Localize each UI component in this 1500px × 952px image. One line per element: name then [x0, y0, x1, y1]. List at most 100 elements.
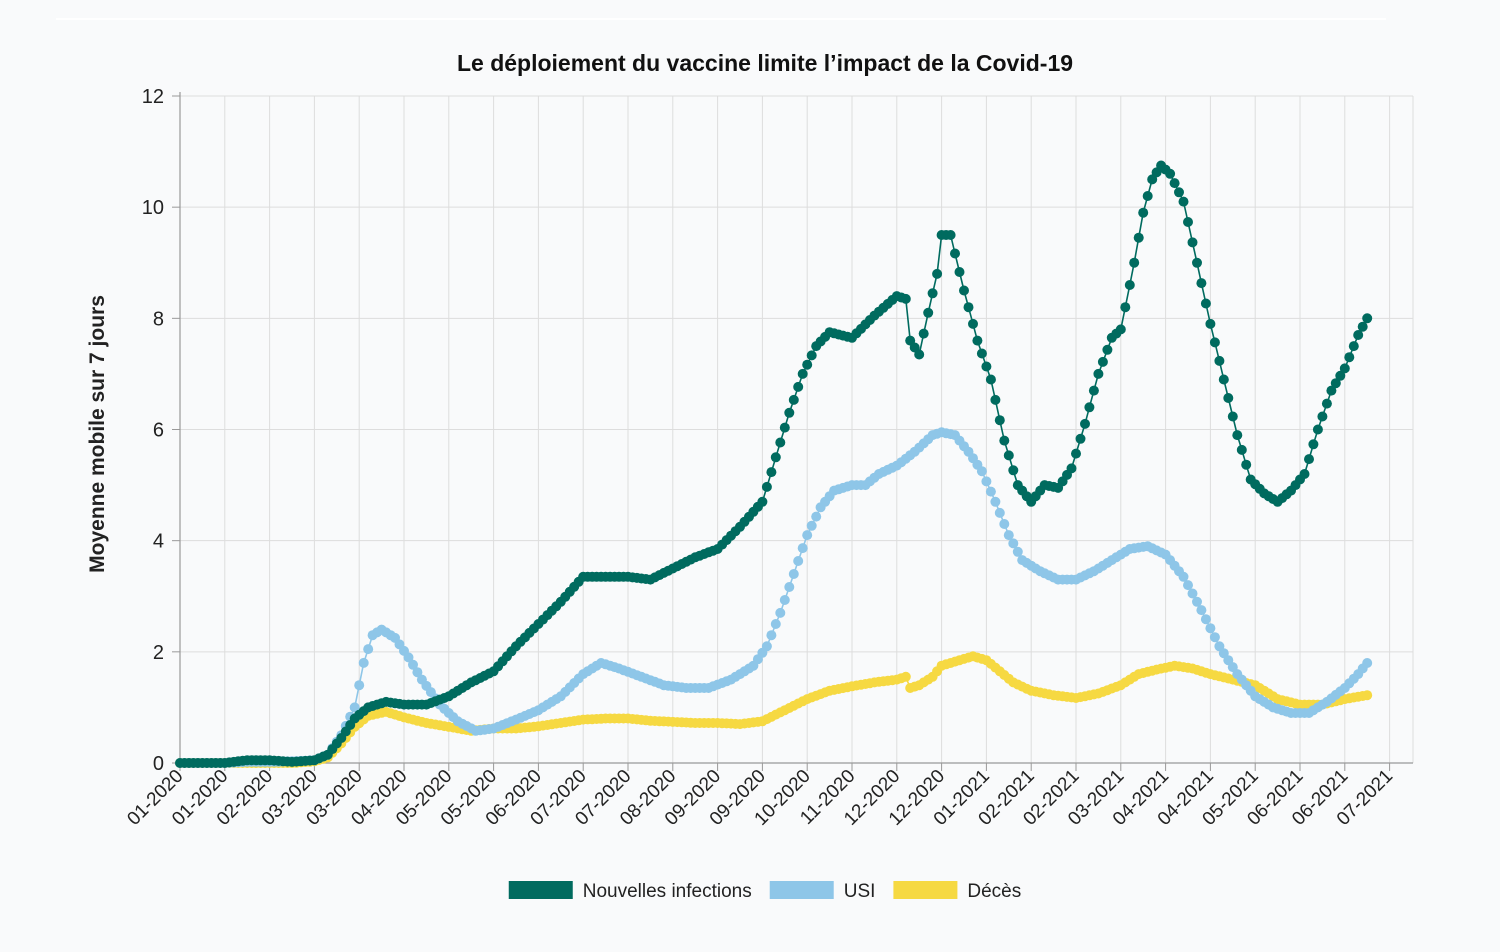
data-point	[1330, 378, 1341, 389]
data-point	[793, 381, 804, 392]
data-point	[985, 486, 996, 497]
data-point	[1097, 356, 1108, 367]
data-point	[1008, 538, 1019, 549]
data-point	[788, 569, 799, 579]
data-point	[779, 422, 790, 433]
data-point	[797, 368, 808, 379]
data-point	[1165, 168, 1176, 179]
data-point	[1317, 411, 1328, 422]
legend-item-deces[interactable]: Décès	[893, 881, 1021, 902]
data-point	[349, 702, 360, 713]
data-point	[994, 507, 1005, 518]
data-point	[1312, 424, 1323, 435]
legend-item-usi[interactable]: USI	[769, 881, 876, 902]
data-point	[1003, 450, 1014, 461]
top-divider	[56, 18, 1386, 20]
data-point	[1093, 368, 1104, 379]
legend-item-nouvelles-infections[interactable]: Nouvelles infections	[508, 881, 752, 902]
data-point	[1178, 196, 1189, 207]
data-point	[914, 349, 925, 360]
data-point	[1227, 411, 1238, 422]
data-point	[793, 556, 804, 566]
data-point	[1214, 355, 1225, 366]
data-point	[1308, 439, 1319, 450]
data-point	[1071, 448, 1081, 459]
data-point	[1218, 374, 1229, 385]
data-point	[1138, 207, 1149, 218]
grid	[179, 95, 1414, 764]
y-tick-label: 6	[153, 420, 164, 442]
data-point	[806, 520, 817, 531]
data-point	[954, 267, 965, 277]
data-point	[1223, 393, 1234, 403]
data-point	[1196, 605, 1207, 616]
data-point	[1003, 530, 1014, 541]
data-point	[761, 481, 772, 492]
data-point	[1066, 463, 1077, 474]
data-point	[1209, 337, 1220, 348]
y-tick-label: 0	[153, 753, 164, 775]
data-point	[932, 268, 943, 279]
data-point	[994, 415, 1005, 426]
y-tick-label: 12	[142, 86, 164, 108]
data-point	[1187, 237, 1198, 248]
data-point	[1102, 344, 1113, 355]
data-point	[775, 437, 786, 448]
data-point	[1088, 385, 1099, 396]
data-point	[1339, 363, 1350, 374]
data-point	[981, 361, 992, 372]
data-point	[1357, 321, 1368, 332]
data-point	[981, 476, 992, 487]
data-point	[1124, 280, 1135, 290]
data-point	[1129, 257, 1140, 268]
data-point	[923, 307, 934, 318]
data-point	[1326, 385, 1337, 396]
data-point	[918, 328, 929, 339]
legend-swatch	[508, 881, 573, 899]
data-point	[1353, 330, 1364, 340]
data-point	[1299, 469, 1310, 479]
legend-swatch	[893, 881, 958, 899]
data-point	[950, 248, 960, 259]
data-point	[766, 467, 777, 478]
data-point	[1321, 398, 1332, 409]
data-point	[766, 630, 777, 641]
data-point	[1362, 690, 1373, 701]
data-point	[354, 680, 365, 691]
data-point	[959, 285, 969, 296]
data-point	[1133, 232, 1144, 243]
data-point	[788, 394, 799, 405]
y-axis-label: Moyenne mobile sur 7 jours	[86, 295, 109, 573]
data-point	[1362, 313, 1373, 324]
data-point	[1304, 454, 1314, 465]
data-point	[1236, 444, 1247, 455]
data-point	[1075, 433, 1086, 444]
y-tick-label: 10	[142, 197, 164, 219]
data-point	[363, 644, 374, 655]
data-point	[945, 230, 956, 240]
data-point	[1205, 318, 1216, 329]
data-point	[976, 348, 987, 359]
data-point	[1205, 623, 1216, 634]
data-point	[999, 519, 1010, 529]
data-point	[761, 641, 772, 652]
data-point	[403, 652, 414, 663]
data-point	[1196, 278, 1207, 289]
data-point	[968, 318, 978, 329]
data-point	[1120, 302, 1131, 313]
legend-swatch	[769, 881, 834, 899]
data-point	[1241, 459, 1252, 470]
data-point	[1084, 402, 1095, 413]
series-nouvelles-infections	[175, 160, 1373, 768]
y-tick-label: 2	[153, 642, 164, 664]
data-point	[1008, 465, 1019, 476]
data-point	[990, 394, 1001, 405]
data-point	[999, 435, 1010, 446]
data-point	[976, 466, 987, 477]
data-point	[1209, 632, 1220, 643]
data-point	[802, 359, 813, 370]
legend: Nouvelles infections USI Décès	[508, 881, 1021, 902]
data-point	[1183, 217, 1193, 227]
data-point	[1142, 191, 1153, 201]
y-tick-label: 8	[153, 308, 164, 330]
